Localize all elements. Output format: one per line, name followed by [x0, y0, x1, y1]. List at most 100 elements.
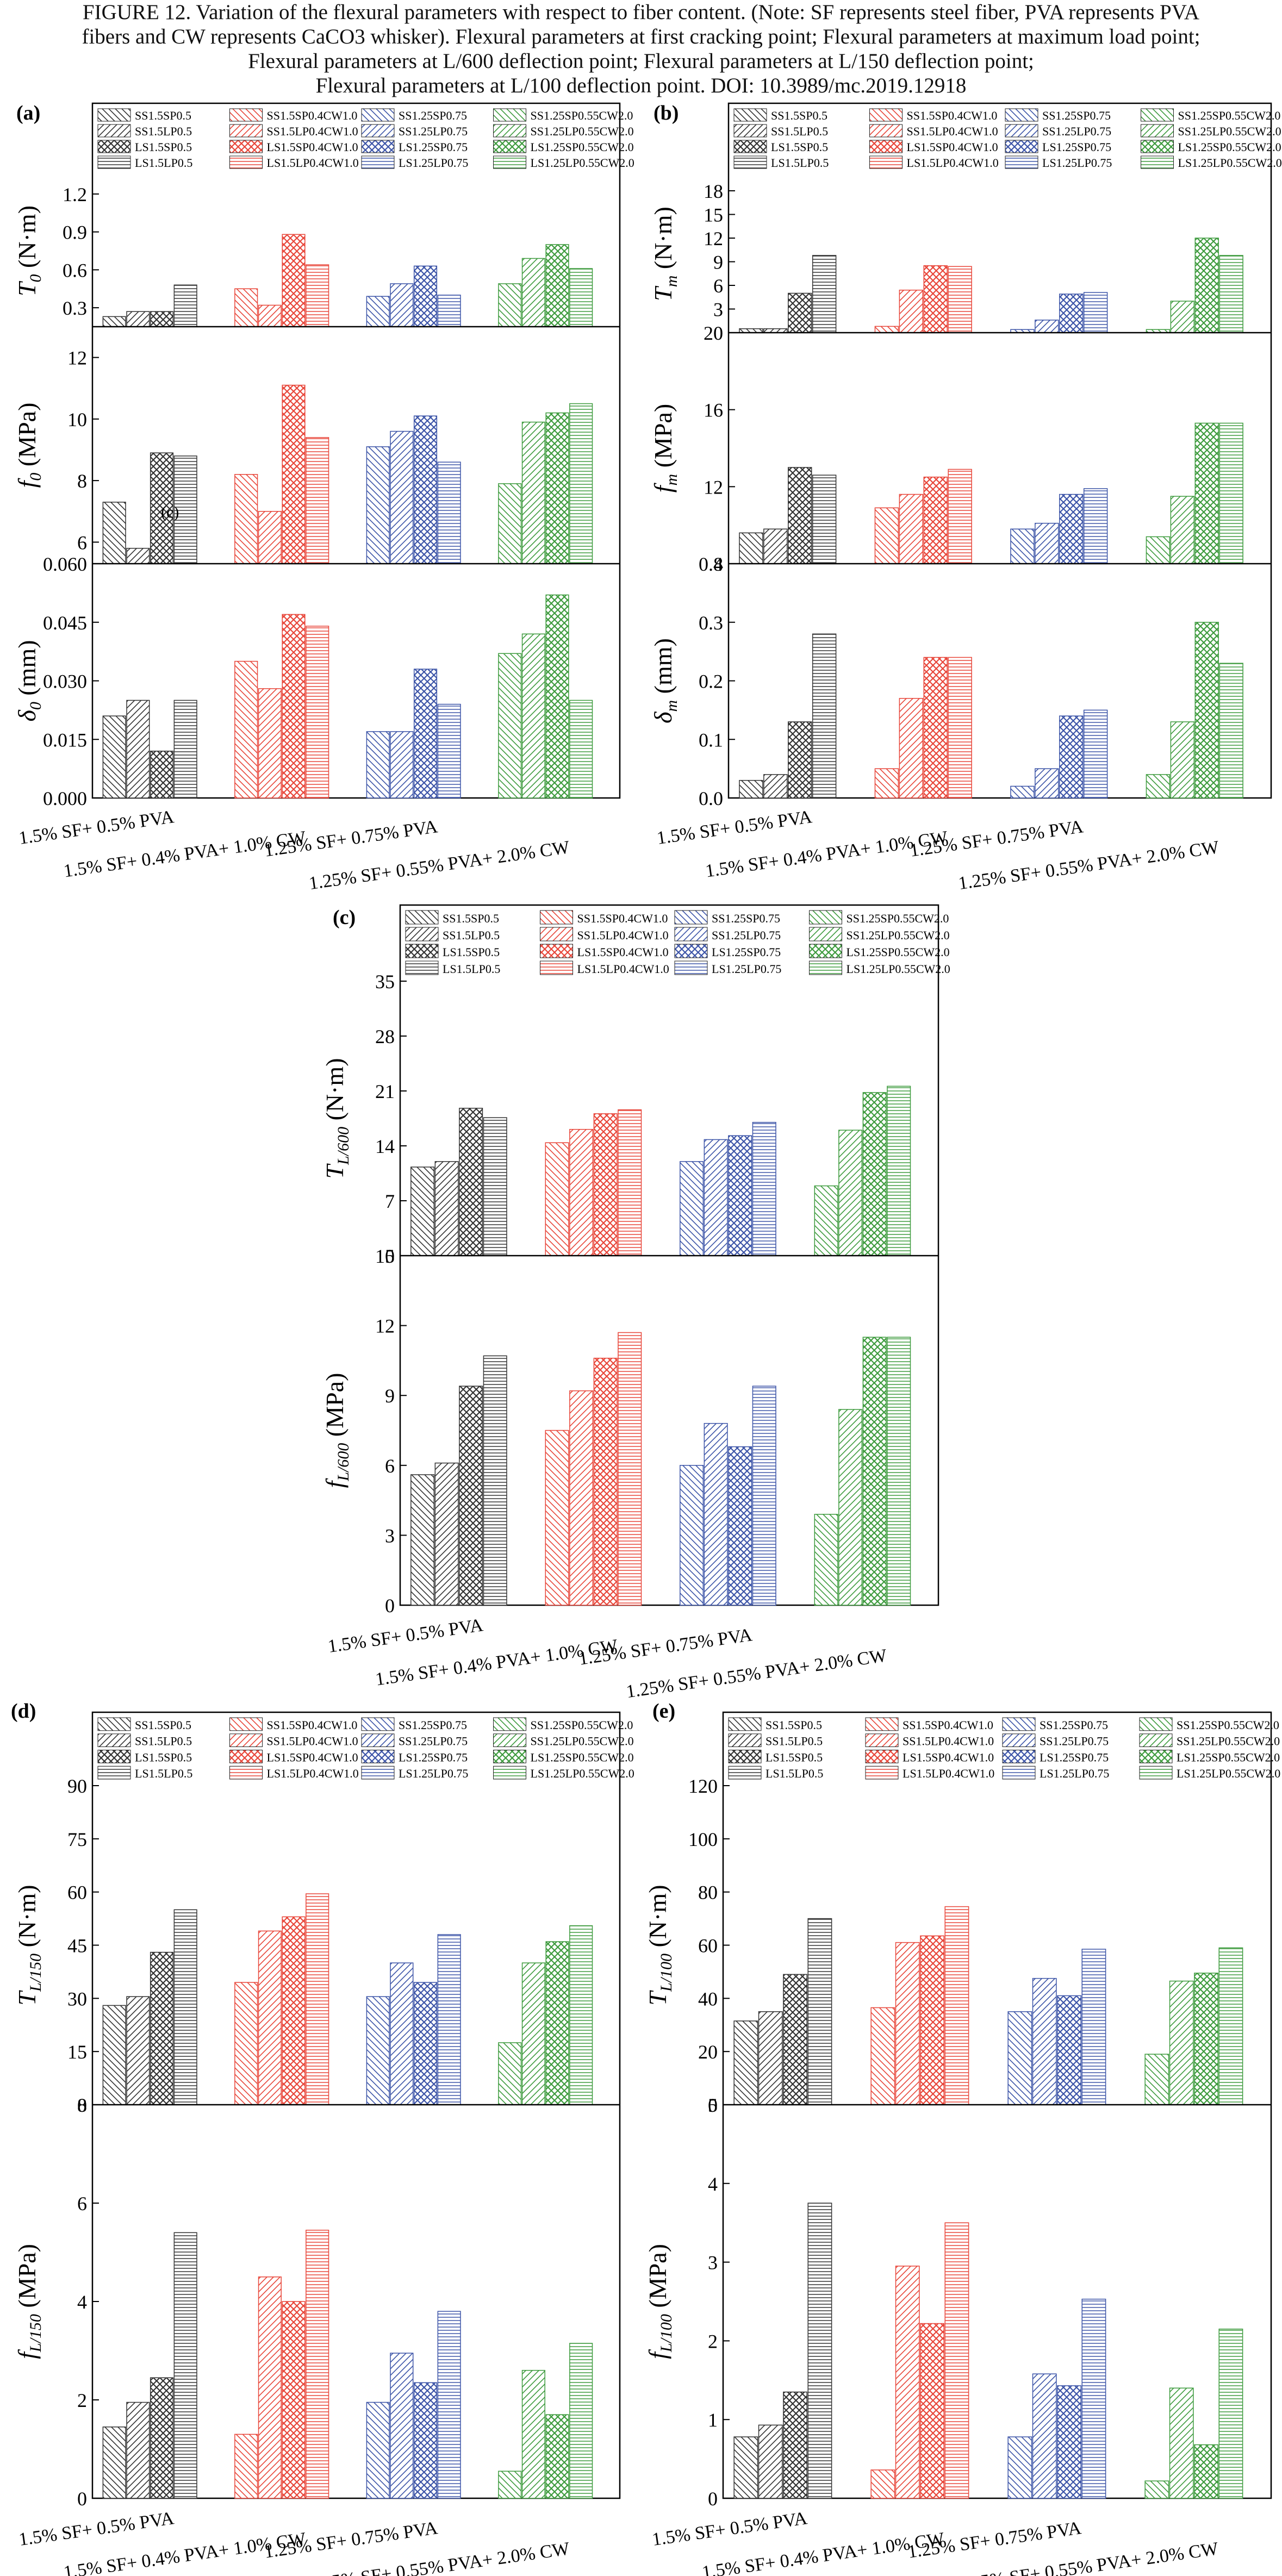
- legend-label: LS1.25LP0.75: [399, 156, 468, 170]
- bar: [498, 283, 522, 327]
- subplot-a-1: 0.3 0.6 0.9 1.2 T0 (N·m): [13, 184, 593, 327]
- category-label: 1.5% SF+ 0.5% PVA: [651, 2508, 809, 2550]
- legend-label: LS1.5LP0.4CW1.0: [577, 962, 669, 976]
- bar: [126, 547, 150, 564]
- bar: [173, 456, 197, 564]
- legend-label: SS1.5SP0.4CW1.0: [267, 1718, 358, 1732]
- bar: [173, 2232, 197, 2499]
- y-axis-label: Tm (N·m): [649, 207, 681, 301]
- y-tick-label: 15: [67, 2041, 87, 2063]
- legend-label: SS1.5LP0.5: [771, 124, 828, 138]
- bar: [1035, 320, 1059, 333]
- bar: [733, 2436, 758, 2499]
- legend-label: SS1.25SP0.75: [399, 109, 467, 122]
- legend-label: LS1.5SP0.5: [766, 1750, 823, 1764]
- legend-swatch: [1141, 155, 1174, 169]
- legend-label: SS1.5SP0.5: [135, 109, 191, 122]
- bar: [410, 1167, 435, 1256]
- bar: [258, 1930, 282, 2105]
- legend: SS1.5SP0.5 SS1.5LP0.5 LS1.5SP0.5 LS1.5LP0.5…: [405, 910, 950, 976]
- legend-label: SS1.25LP0.55CW2.0: [847, 928, 950, 942]
- legend-swatch: [361, 124, 395, 138]
- legend-swatch: [493, 1717, 526, 1731]
- bar: [1035, 768, 1059, 799]
- legend-swatch: [229, 1750, 263, 1763]
- panel-d: (d) SS1.5SP0.5 SS1.5LP0.5 LS1.5SP0.5 LS1.5LP…: [11, 1700, 634, 2576]
- legend-swatch: [97, 140, 131, 153]
- bar: [1032, 1978, 1057, 2105]
- bar: [306, 2230, 329, 2499]
- legend-swatch: [493, 124, 526, 138]
- legend-swatch: [229, 140, 263, 153]
- legend-label: SS1.5LP0.5: [443, 928, 500, 942]
- bar: [521, 421, 545, 564]
- legend-swatch: [674, 910, 708, 925]
- legend-swatch: [733, 140, 767, 153]
- y-tick-label: 20: [698, 2041, 718, 2063]
- svg-text:fm (MPa): fm (MPa): [649, 404, 681, 493]
- legend-swatch: [405, 910, 439, 925]
- legend-label: SS1.25LP0.75: [1042, 124, 1111, 138]
- legend: SS1.5SP0.5 SS1.5LP0.5 LS1.5SP0.5 LS1.5LP0.5…: [733, 108, 1282, 170]
- bar: [812, 475, 837, 564]
- y-tick-label: 28: [375, 1026, 395, 1047]
- bar: [948, 266, 972, 333]
- bar: [126, 700, 150, 799]
- bar: [1057, 1995, 1081, 2105]
- legend-swatch: [865, 1717, 899, 1731]
- bar: [739, 779, 763, 799]
- legend-label: SS1.5LP0.4CW1.0: [903, 1735, 994, 1748]
- legend-label: LS1.5LP0.4CW1.0: [267, 156, 359, 170]
- bar: [459, 1386, 483, 1606]
- legend-swatch: [1141, 124, 1174, 138]
- legend-label: SS1.25LP0.75: [399, 124, 468, 138]
- bar: [282, 234, 306, 327]
- legend-swatch: [728, 1717, 762, 1731]
- legend-swatch: [1002, 1750, 1036, 1763]
- bar: [1169, 1980, 1194, 2105]
- legend-swatch: [809, 910, 842, 925]
- y-tick-label: 8: [77, 2094, 87, 2116]
- y-tick-label: 0.6: [63, 259, 87, 281]
- legend-label: SS1.25LP0.55CW2.0: [1178, 124, 1281, 138]
- bar: [126, 2402, 150, 2499]
- category-label: 1.25% SF+ 0.75% PVA: [906, 2518, 1082, 2562]
- y-axis-label: fm (MPa): [649, 404, 681, 493]
- svg-text:fL/600 (MPa): fL/600 (MPa): [321, 1373, 352, 1488]
- legend-label: SS1.5LP0.4CW1.0: [907, 124, 998, 138]
- bar: [434, 1462, 459, 1606]
- legend-swatch: [405, 960, 439, 975]
- legend-label: SS1.25SP0.55CW2.0: [531, 109, 633, 122]
- legend-swatch: [229, 1766, 263, 1780]
- bar: [814, 1514, 838, 1606]
- bar: [870, 2007, 895, 2105]
- legend-label: SS1.5SP0.4CW1.0: [577, 912, 668, 925]
- legend-label: LS1.25LP0.55CW2.0: [531, 156, 634, 170]
- legend-label: LS1.25SP0.75: [1042, 140, 1111, 154]
- y-tick-label: 6: [77, 2193, 87, 2215]
- legend-swatch: [1141, 140, 1174, 153]
- bar: [390, 2353, 414, 2499]
- bar: [704, 1423, 728, 1606]
- bar: [258, 304, 282, 327]
- y-tick-label: 12: [704, 228, 723, 250]
- bar: [258, 2276, 282, 2499]
- legend-label: SS1.5SP0.5: [135, 1718, 191, 1732]
- bar: [944, 1906, 969, 2105]
- bar: [234, 2434, 258, 2499]
- bar: [1170, 721, 1195, 799]
- bar: [483, 1117, 507, 1256]
- bar: [752, 1121, 776, 1256]
- bar: [102, 316, 126, 327]
- bar: [569, 700, 593, 799]
- y-tick-label: 1.2: [63, 184, 87, 205]
- y-tick-label: 0.4: [699, 553, 723, 575]
- bar: [1218, 2328, 1243, 2499]
- bar: [593, 1357, 618, 1606]
- bar: [437, 461, 461, 564]
- panel-label: (c): [333, 906, 356, 929]
- caption-line-3: Flexural parameters at L/600 deflection …: [248, 49, 1034, 73]
- legend-label: SS1.25SP0.75: [1042, 109, 1111, 122]
- y-tick-label: 5: [708, 2094, 718, 2116]
- y-tick-label: 2: [708, 2330, 718, 2352]
